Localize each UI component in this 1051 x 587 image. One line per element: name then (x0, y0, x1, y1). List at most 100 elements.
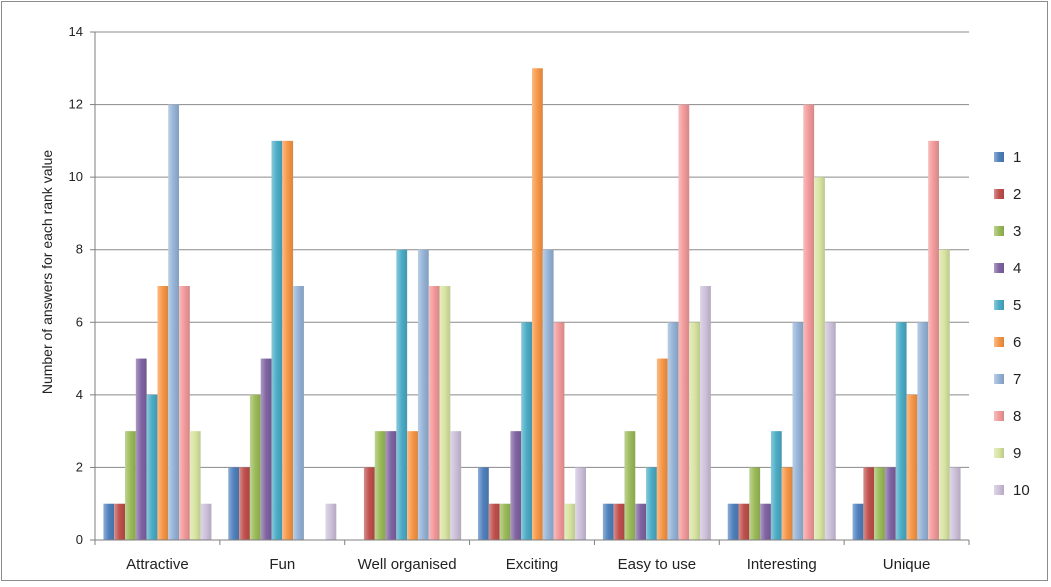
bar-5-interesting (770, 431, 782, 540)
bar-1-attractive (103, 503, 115, 540)
bar-4-exciting (510, 431, 522, 540)
bar-5-fun (271, 140, 283, 540)
bar-10-easy-to-use (700, 286, 711, 540)
bar-10-unique (949, 467, 961, 540)
y-tick-label: 0 (76, 532, 83, 547)
bar-6-fun (282, 140, 294, 540)
category-label: Well organised (358, 556, 457, 573)
bar-6-unique (906, 394, 918, 540)
legend-swatch (994, 448, 1004, 458)
bars (103, 68, 961, 541)
bar-7-easy-to-use (667, 322, 679, 540)
axes (90, 31, 970, 545)
legend-swatch (994, 152, 1004, 162)
category-label: Fun (269, 556, 295, 573)
bar-6-exciting (532, 68, 543, 541)
bar-9-interesting (814, 177, 825, 540)
bar-9-easy-to-use (689, 322, 701, 540)
legend-label: 4 (1013, 260, 1021, 277)
bar-6-well-organised (407, 431, 418, 540)
legend-swatch (994, 300, 1004, 310)
bar-1-fun (228, 467, 240, 540)
bar-1-easy-to-use (602, 503, 614, 540)
y-tick-label: 10 (69, 169, 83, 184)
bar-4-interesting (760, 503, 771, 540)
legend-label: 6 (1013, 334, 1021, 351)
bar-8-easy-to-use (678, 104, 690, 541)
legend-label: 7 (1013, 371, 1021, 388)
bar-9-well-organised (439, 286, 451, 540)
y-tick-label: 12 (69, 97, 83, 112)
bar-5-exciting (521, 322, 532, 540)
legend-swatch (994, 263, 1004, 273)
y-tick-label: 4 (76, 387, 83, 402)
bar-7-fun (293, 286, 304, 540)
bar-10-exciting (575, 467, 586, 540)
legend-label: 5 (1013, 297, 1021, 314)
bar-2-interesting (738, 503, 750, 540)
legend-swatch (994, 226, 1004, 236)
legend-label: 1 (1013, 149, 1021, 166)
bar-10-attractive (200, 503, 212, 540)
bar-2-exciting (488, 503, 500, 540)
legend: 1 2 3 4 5 6 7 8 9 10 (994, 149, 1030, 499)
bar-6-easy-to-use (656, 358, 668, 540)
bar-3-exciting (499, 503, 511, 540)
bar-7-attractive (168, 104, 180, 541)
bar-4-easy-to-use (635, 503, 647, 540)
y-axis-label: Number of answers for each rank value (39, 150, 55, 395)
legend-swatch (994, 485, 1004, 495)
legend-swatch (994, 374, 1004, 384)
bar-3-interesting (749, 467, 761, 540)
bar-8-attractive (179, 286, 190, 540)
legend-label: 9 (1013, 445, 1021, 462)
category-label: Easy to use (618, 556, 696, 573)
bar-7-interesting (792, 322, 804, 540)
bar-5-well-organised (396, 249, 408, 540)
bar-10-well-organised (450, 431, 462, 540)
bar-7-well-organised (417, 249, 429, 540)
bar-5-attractive (146, 394, 158, 540)
legend-swatch (994, 189, 1004, 199)
bar-1-exciting (478, 467, 489, 540)
category-label: Attractive (126, 556, 189, 573)
category-labels: Attractive Fun Well organised Exciting Easy … (126, 556, 930, 573)
bar-4-fun (260, 358, 272, 540)
bar-6-interesting (781, 467, 793, 540)
y-tick-label: 6 (76, 314, 83, 329)
legend-label: 2 (1013, 186, 1021, 203)
legend-label: 3 (1013, 223, 1021, 240)
bar-1-unique (852, 503, 864, 540)
bar-3-unique (874, 467, 885, 540)
bar-3-fun (249, 394, 261, 540)
bar-8-interesting (803, 104, 815, 541)
bar-8-unique (928, 140, 939, 540)
bar-9-attractive (189, 431, 201, 540)
bar-3-well-organised (374, 431, 386, 540)
category-label: Interesting (747, 556, 817, 573)
legend-swatch (994, 411, 1004, 421)
bar-3-attractive (125, 431, 136, 540)
bar-2-well-organised (363, 467, 375, 540)
bar-8-exciting (553, 322, 565, 540)
bar-7-unique (917, 322, 929, 540)
bar-3-easy-to-use (624, 431, 636, 540)
legend-label: 8 (1013, 408, 1021, 425)
y-tick-label: 14 (69, 24, 83, 39)
bar-4-attractive (135, 358, 147, 540)
bar-5-unique (895, 322, 907, 540)
bar-9-unique (938, 249, 950, 540)
y-tick-labels: 0 2 4 6 8 10 12 14 (69, 24, 83, 547)
bar-4-well-organised (385, 431, 397, 540)
bar-8-well-organised (428, 286, 440, 540)
bar-4-unique (884, 467, 896, 540)
bar-1-interesting (727, 503, 739, 540)
legend-label: 10 (1013, 482, 1030, 499)
category-label: Unique (883, 556, 931, 573)
bar-10-interesting (824, 322, 836, 540)
category-label: Exciting (506, 556, 559, 573)
bar-5-easy-to-use (646, 467, 657, 540)
bar-9-exciting (564, 503, 576, 540)
